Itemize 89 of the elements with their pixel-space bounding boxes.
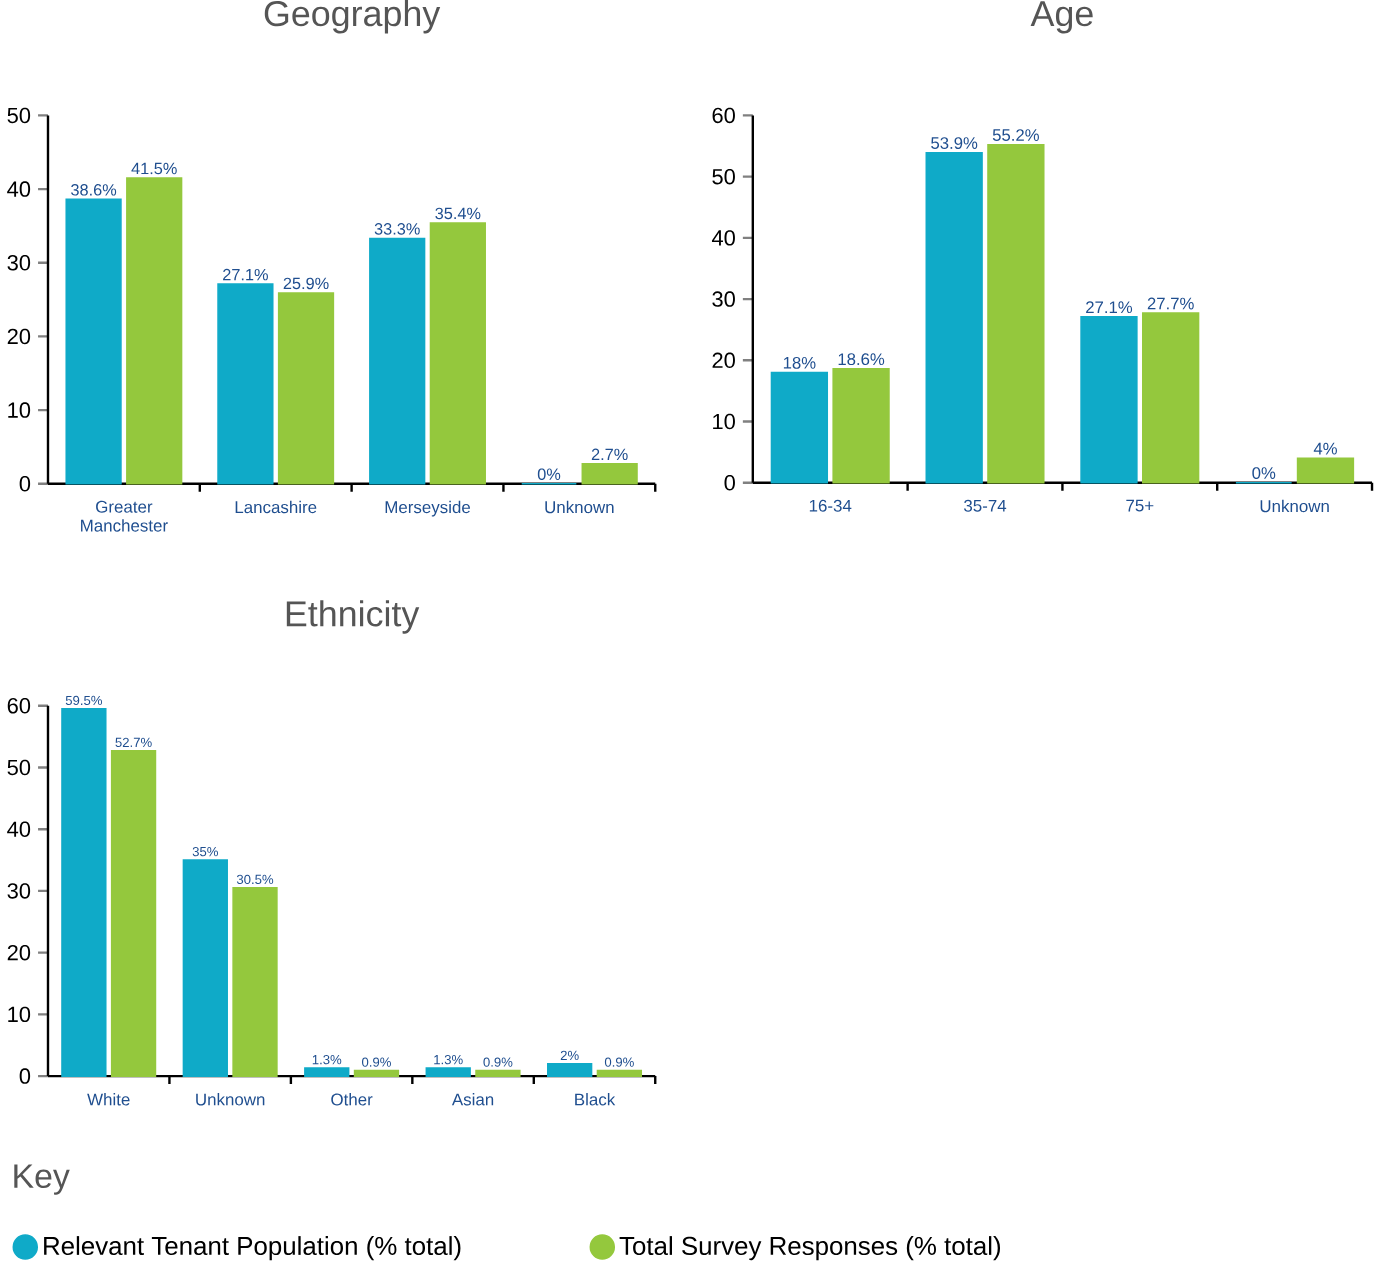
bar — [277, 292, 335, 485]
bar — [217, 283, 274, 485]
x-tick-label: 35-74 — [964, 499, 1007, 512]
bar — [110, 750, 157, 1077]
y-tick-label: 40 — [7, 821, 31, 838]
y-tick-label: 0 — [19, 1068, 31, 1084]
y-tick-label: 0 — [19, 476, 31, 492]
y-tick-label: 30 — [7, 883, 31, 899]
legend-label: Relevant Tenant Population (% total) — [44, 1236, 461, 1261]
data-label: 2.7% — [591, 448, 628, 461]
data-label: 0.9% — [483, 1057, 513, 1067]
x-tick-label: 16-34 — [809, 499, 852, 512]
bar — [429, 222, 486, 485]
x-tick-label: Black — [575, 1093, 616, 1106]
x-tick-label: Lancashire — [235, 500, 317, 514]
bar — [547, 1063, 593, 1077]
data-label: 35% — [192, 847, 218, 857]
y-tick-label: 10 — [8, 402, 31, 418]
data-label: 0.9% — [361, 1057, 391, 1067]
chart-title: Ethnicity — [286, 600, 420, 634]
x-tick-label: Unknown — [545, 500, 614, 514]
bar — [581, 463, 638, 485]
bar — [61, 708, 107, 1077]
bar — [232, 887, 278, 1077]
y-tick-label: 50 — [7, 759, 31, 776]
bar — [126, 177, 183, 485]
bar — [770, 371, 829, 484]
data-label: 25.9% — [283, 277, 329, 290]
y-tick-label: 50 — [7, 107, 31, 124]
bar — [475, 1069, 521, 1077]
y-tick-label: 60 — [7, 698, 31, 714]
y-tick-label: 20 — [7, 328, 31, 345]
legend-title: Key — [14, 1164, 70, 1195]
y-tick-label: 30 — [712, 291, 735, 307]
data-label: 18.6% — [838, 353, 885, 366]
data-label: 0% — [1252, 467, 1276, 480]
x-tick-label: Other — [331, 1093, 373, 1106]
bar — [353, 1069, 400, 1077]
x-tick-label: Unknown — [196, 1093, 265, 1106]
data-label: 0% — [537, 468, 561, 481]
data-label: 53.9% — [931, 137, 978, 150]
data-label: 59.5% — [65, 695, 103, 706]
data-label: 2% — [560, 1050, 579, 1061]
bar — [596, 1069, 643, 1077]
y-tick-label: 20 — [712, 352, 735, 369]
data-label: 27.1% — [1086, 301, 1133, 314]
y-tick-label: 20 — [7, 945, 31, 961]
y-tick-label: 40 — [7, 181, 31, 197]
data-label: 1.3% — [312, 1055, 342, 1065]
data-label: 55.2% — [992, 129, 1039, 142]
data-label: 27.1% — [223, 268, 268, 281]
data-label: 38.6% — [71, 184, 117, 196]
y-tick-label: 0 — [724, 475, 735, 491]
y-tick-label: 30 — [7, 255, 31, 271]
x-tick-label: Asian — [451, 1093, 494, 1106]
data-label: 1.3% — [434, 1055, 463, 1065]
bar — [1296, 457, 1355, 484]
y-tick-label: 10 — [8, 1006, 31, 1023]
bar — [925, 152, 983, 484]
data-label: 35.4% — [435, 207, 481, 220]
bar — [304, 1067, 350, 1077]
data-label: 0.9% — [604, 1057, 634, 1067]
data-label: 4% — [1313, 442, 1337, 455]
data-label: 18% — [783, 357, 816, 369]
x-tick-label: Unknown — [1260, 499, 1329, 513]
x-tick-label: 75+ — [1126, 499, 1154, 512]
chart-title: Age — [1030, 1, 1093, 34]
data-label: 27.7% — [1147, 297, 1194, 310]
bar — [832, 368, 890, 484]
bar — [182, 859, 228, 1077]
bar — [1142, 312, 1200, 484]
data-label: 41.5% — [131, 162, 177, 175]
y-tick-label: 60 — [712, 107, 735, 124]
x-tick-label: White — [87, 1093, 130, 1106]
data-label: 33.3% — [374, 223, 420, 235]
bar — [1080, 316, 1138, 484]
chart-title: Geography — [264, 0, 441, 34]
data-label: 52.7% — [115, 737, 152, 748]
bar — [369, 237, 426, 485]
bar — [65, 198, 122, 485]
x-tick-label: Greater Manchester — [81, 500, 168, 532]
bar — [987, 144, 1045, 484]
y-tick-label: 50 — [712, 169, 735, 185]
data-label: 30.5% — [236, 874, 274, 885]
y-tick-label: 10 — [713, 413, 735, 430]
y-tick-label: 40 — [711, 230, 735, 246]
x-tick-label: Merseyside — [385, 500, 471, 517]
legend-label: Total Survey Responses (% total) — [619, 1236, 1001, 1261]
bar — [425, 1067, 471, 1077]
